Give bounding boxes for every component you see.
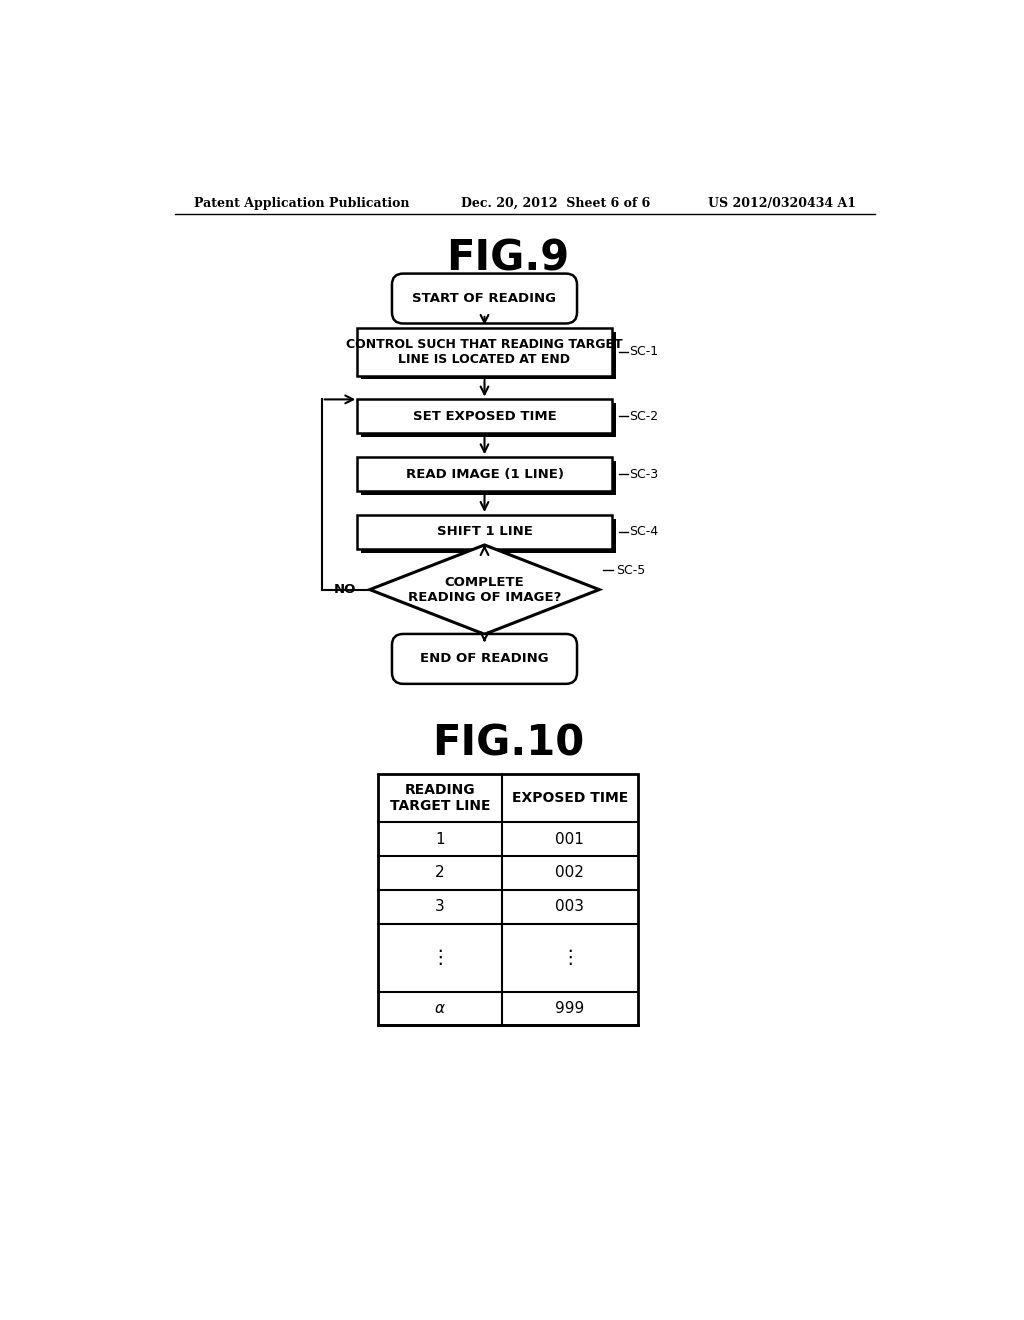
Text: FIG.9: FIG.9	[446, 238, 569, 280]
Text: ⋮: ⋮	[560, 948, 580, 968]
Text: FIG.10: FIG.10	[432, 722, 584, 764]
Bar	[378, 775, 638, 1026]
Text: 003: 003	[555, 899, 585, 915]
Text: Patent Application Publication: Patent Application Publication	[194, 197, 410, 210]
Text: Dec. 20, 2012  Sheet 6 of 6: Dec. 20, 2012 Sheet 6 of 6	[461, 197, 650, 210]
Text: YES: YES	[494, 638, 522, 649]
FancyBboxPatch shape	[392, 273, 578, 323]
Bar	[360, 404, 616, 437]
Text: CONTROL SUCH THAT READING TARGET
LINE IS LOCATED AT END: CONTROL SUCH THAT READING TARGET LINE IS…	[346, 338, 623, 366]
Bar	[360, 519, 616, 553]
Text: READ IMAGE (1 LINE): READ IMAGE (1 LINE)	[406, 467, 563, 480]
Bar	[356, 327, 612, 376]
Text: END OF READING: END OF READING	[420, 652, 549, 665]
FancyBboxPatch shape	[392, 634, 578, 684]
Text: SET EXPOSED TIME: SET EXPOSED TIME	[413, 409, 556, 422]
Bar	[356, 515, 612, 549]
Text: 2: 2	[435, 866, 444, 880]
Text: 001: 001	[555, 832, 584, 846]
Text: READING
TARGET LINE: READING TARGET LINE	[390, 783, 490, 813]
Text: SC-4: SC-4	[630, 525, 658, 539]
Text: 1: 1	[435, 832, 444, 846]
Text: ⋮: ⋮	[430, 948, 450, 968]
Bar	[360, 461, 616, 495]
Bar	[356, 400, 612, 433]
Text: α: α	[435, 1001, 445, 1016]
Text: SHIFT 1 LINE: SHIFT 1 LINE	[436, 525, 532, 539]
Text: 002: 002	[555, 866, 584, 880]
Text: START OF READING: START OF READING	[413, 292, 556, 305]
Bar	[360, 331, 616, 379]
Text: EXPOSED TIME: EXPOSED TIME	[512, 791, 628, 805]
Polygon shape	[370, 545, 599, 635]
Text: SC-1: SC-1	[630, 345, 658, 358]
Text: 3: 3	[435, 899, 444, 915]
Text: SC-5: SC-5	[616, 564, 645, 577]
Text: SC-3: SC-3	[630, 467, 658, 480]
Text: NO: NO	[334, 583, 356, 597]
Text: SC-2: SC-2	[630, 409, 658, 422]
Text: 999: 999	[555, 1001, 585, 1016]
Text: US 2012/0320434 A1: US 2012/0320434 A1	[709, 197, 856, 210]
Text: COMPLETE
READING OF IMAGE?: COMPLETE READING OF IMAGE?	[408, 576, 561, 603]
Bar	[356, 457, 612, 491]
